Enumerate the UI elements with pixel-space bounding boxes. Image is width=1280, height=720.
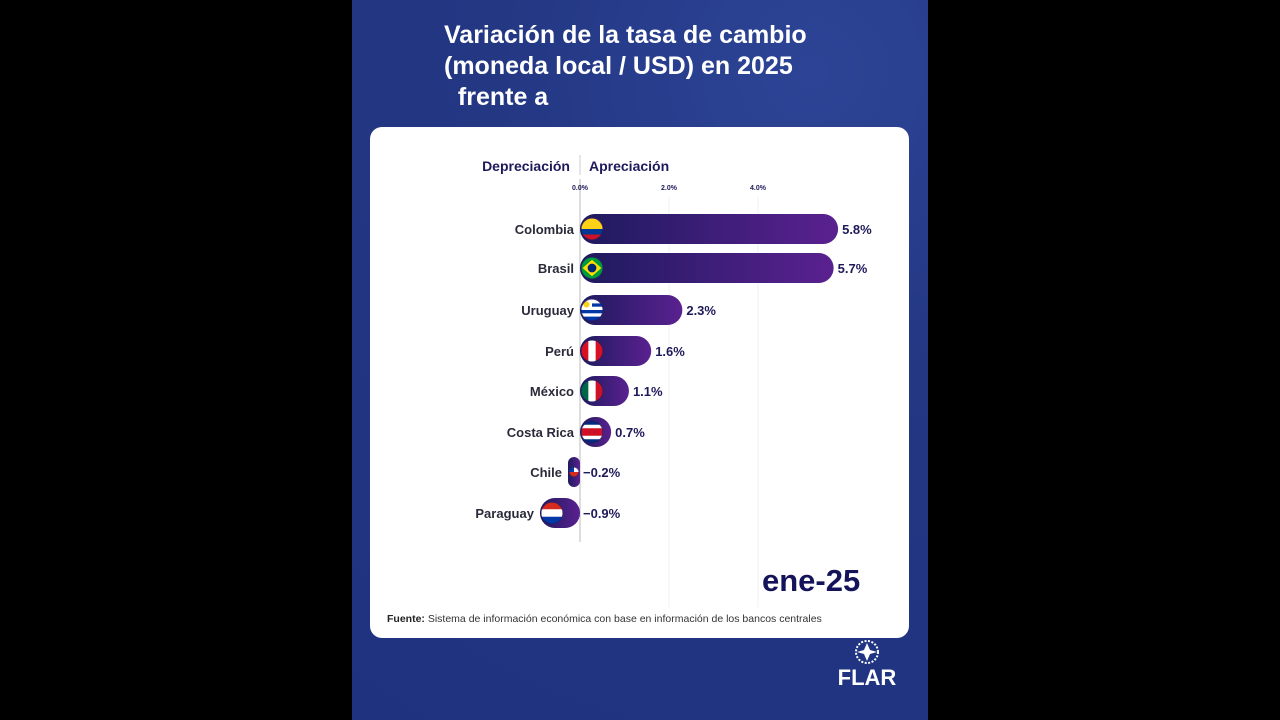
header-appreciation: Apreciación [589, 158, 669, 174]
category-label: Paraguay [475, 506, 534, 521]
period-label: ene-25 [762, 563, 861, 598]
source-label: Fuente: [387, 613, 425, 625]
category-label: Colombia [515, 222, 575, 237]
tick-label: 2.0% [661, 185, 678, 192]
value-label: −0.2% [583, 465, 621, 480]
category-label: Perú [545, 344, 574, 359]
category-label: Costa Rica [507, 425, 575, 440]
peru-flag-icon [581, 340, 603, 362]
uruguay-flag-icon [581, 299, 603, 321]
value-label: 0.7% [615, 425, 645, 440]
mexico-flag-icon [581, 380, 603, 402]
source-text: Sistema de información económica con bas… [427, 613, 822, 625]
bar-chart: Depreciación Apreciación 0.0% 2.0% 4.0% Co… [475, 155, 872, 607]
colombia-flag-icon [581, 218, 603, 240]
header-depreciation: Depreciación [482, 158, 570, 174]
category-label: Uruguay [521, 303, 575, 318]
value-label: 5.8% [842, 222, 872, 237]
title-line: (moneda local / USD) en 2025 [444, 52, 793, 80]
source-note: Fuente: Sistema de información económica… [387, 613, 822, 625]
category-label: Chile [530, 465, 562, 480]
value-label: 1.1% [633, 384, 663, 399]
infographic-panel: Variación de la tasa de cambio (moneda l… [352, 0, 928, 720]
value-label: 1.6% [655, 344, 685, 359]
costa-rica-flag-icon [581, 421, 603, 443]
bar-colombia [580, 214, 839, 244]
tick-label: 0.0% [572, 185, 589, 192]
title-line: frente a [444, 83, 549, 111]
brazil-flag-icon [581, 257, 603, 279]
category-label: Brasil [538, 261, 574, 276]
bar-uruguay [580, 295, 683, 325]
value-label: −0.9% [583, 506, 621, 521]
value-label: 2.3% [686, 303, 716, 318]
bar-brasil [580, 253, 834, 283]
value-label: 5.7% [838, 261, 868, 276]
chart-card: Depreciación Apreciación 0.0% 2.0% 4.0% Co… [370, 127, 909, 638]
paraguay-flag-icon [540, 502, 563, 524]
tick-label: 4.0% [750, 185, 767, 192]
flar-logo: FLAR [838, 640, 897, 690]
chile-flag-icon [569, 467, 579, 477]
svg-text:FLAR: FLAR [838, 665, 897, 690]
category-label: México [530, 384, 574, 399]
chart-title: Variación de la tasa de cambio (moneda l… [444, 20, 864, 113]
title-line: Variación de la tasa de cambio [444, 21, 807, 49]
